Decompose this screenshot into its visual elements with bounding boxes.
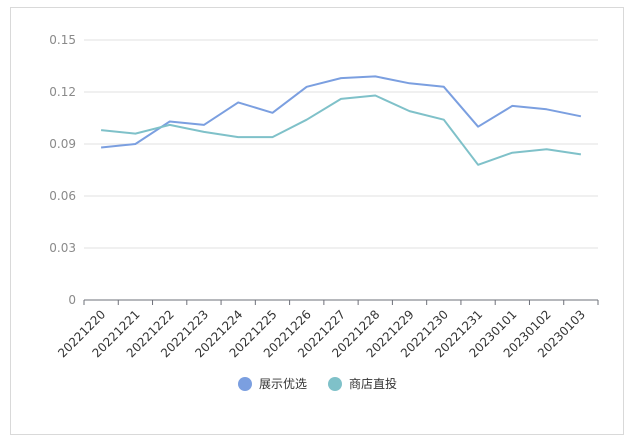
legend-marker: [328, 377, 342, 391]
series-group: [100, 75, 582, 166]
y-tick-label: 0.15: [49, 33, 76, 47]
y-tick-label: 0.06: [49, 189, 76, 203]
chart-frame: [10, 7, 624, 435]
legend-label: 展示优选: [259, 377, 307, 391]
series-line: [100, 94, 582, 166]
y-tick-label: 0.09: [49, 137, 76, 151]
y-tick-label: 0.03: [49, 241, 76, 255]
legend-item: 展示优选: [238, 377, 307, 391]
legend-marker: [238, 377, 252, 391]
series-line: [100, 75, 582, 149]
y-tick-label: 0: [68, 293, 76, 307]
y-axis-ticks: 0 0.03 0.06 0.09 0.12 0.15: [49, 33, 76, 307]
legend-label: 商店直投: [349, 376, 397, 391]
legend: 展示优选 商店直投: [238, 376, 397, 391]
grid-lines: [84, 39, 598, 249]
y-tick-label: 0.12: [49, 85, 76, 99]
x-axis: 2022122020221221202212222022122320221224…: [55, 299, 599, 360]
legend-item: 商店直投: [328, 376, 397, 391]
